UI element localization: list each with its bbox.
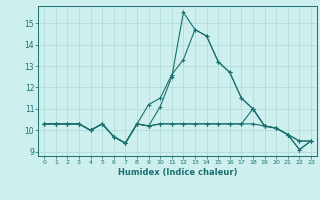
X-axis label: Humidex (Indice chaleur): Humidex (Indice chaleur) [118, 168, 237, 177]
